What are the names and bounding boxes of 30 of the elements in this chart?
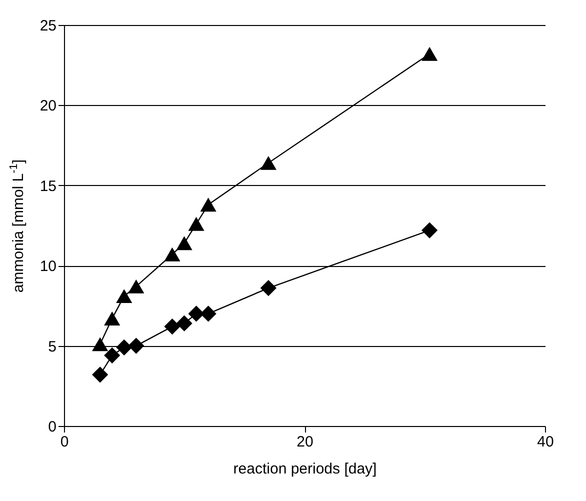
x-tick-label: 20 [296,434,314,450]
point [176,236,192,250]
point [116,289,132,304]
point [116,339,132,356]
point [422,222,438,238]
y-tick-label: 20 [40,98,56,115]
y-tick-label: 10 [40,258,56,276]
point [92,337,108,352]
point [128,279,144,294]
x-tick-label: 40 [537,434,554,450]
y-tick-label: 0 [48,418,56,436]
point [188,216,204,231]
y-tick-label: 5 [48,338,56,356]
point [164,318,180,335]
point [128,338,144,354]
y-tick-label: 15 [40,178,56,195]
point [260,280,276,296]
point [200,306,216,322]
point [260,156,276,170]
point [188,306,204,322]
point [164,247,180,262]
point [422,46,438,61]
point [104,312,120,326]
x-axis-title: reaction periods [day] [233,460,377,478]
point [92,366,108,383]
y-tick-label: 25 [40,18,56,34]
point [104,347,120,364]
point [200,198,216,212]
x-tick-label: 0 [60,434,69,450]
point [176,315,192,332]
